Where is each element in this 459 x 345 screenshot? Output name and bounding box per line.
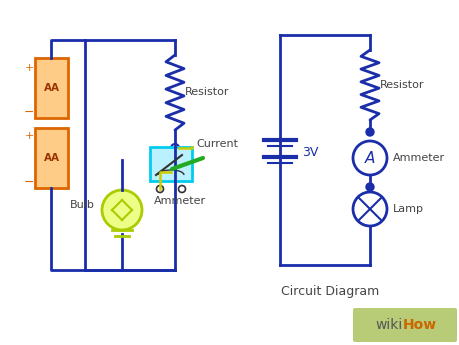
- Text: 3V: 3V: [302, 146, 318, 158]
- Circle shape: [102, 190, 142, 230]
- Circle shape: [171, 168, 179, 176]
- FancyBboxPatch shape: [35, 58, 68, 118]
- Text: Current: Current: [196, 139, 237, 149]
- Text: Lamp: Lamp: [392, 204, 423, 214]
- Text: Resistor: Resistor: [185, 87, 229, 97]
- Circle shape: [352, 141, 386, 175]
- Circle shape: [365, 128, 373, 136]
- Circle shape: [156, 186, 163, 193]
- FancyBboxPatch shape: [352, 308, 456, 342]
- Text: +: +: [24, 131, 34, 141]
- Circle shape: [365, 183, 373, 191]
- Text: AA: AA: [44, 153, 59, 163]
- Text: −: −: [24, 106, 34, 118]
- Text: wiki: wiki: [375, 318, 402, 332]
- Text: −: −: [24, 176, 34, 188]
- Text: Resistor: Resistor: [379, 80, 424, 90]
- Text: Circuit Diagram: Circuit Diagram: [280, 286, 378, 298]
- Text: +: +: [24, 63, 34, 73]
- Circle shape: [352, 192, 386, 226]
- Text: A: A: [364, 150, 375, 166]
- FancyBboxPatch shape: [150, 147, 191, 181]
- Text: Ammeter: Ammeter: [392, 153, 444, 163]
- Text: AA: AA: [44, 83, 59, 93]
- Text: How: How: [402, 318, 436, 332]
- FancyBboxPatch shape: [35, 128, 68, 188]
- Circle shape: [171, 144, 179, 152]
- Text: Bulb: Bulb: [69, 200, 94, 210]
- Text: Ammeter: Ammeter: [154, 196, 206, 206]
- Circle shape: [178, 186, 185, 193]
